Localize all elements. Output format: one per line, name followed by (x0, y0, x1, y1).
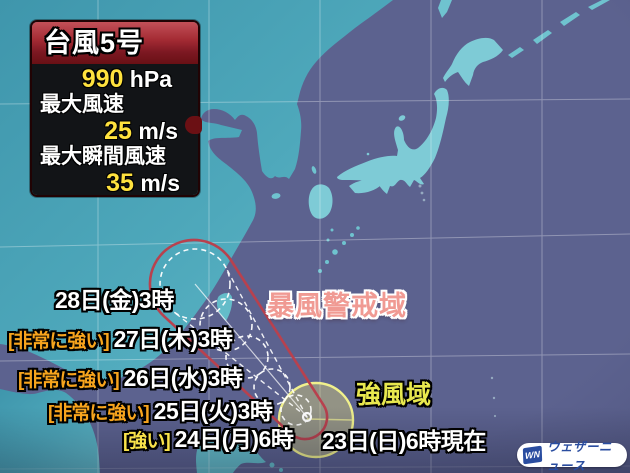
forecast-datetime: 28日(金)3時 (55, 287, 174, 313)
forecast-circle-120h (159, 248, 231, 320)
map-marker-dot (185, 116, 202, 134)
forecast-intensity: [非常に強い] (8, 331, 110, 352)
forecast-circle-72h (225, 335, 269, 379)
oki-island (366, 152, 370, 156)
forecast-circle-96h (199, 298, 253, 352)
typhoon-position-marker (301, 411, 313, 423)
kuril-4 (588, 0, 610, 10)
track-center-line (194, 283, 308, 418)
tsushima-island (311, 166, 317, 174)
max-wind-unit: m/s (131, 118, 178, 144)
forecast-label-26: [非常に強い] 26日(水)3時 (18, 359, 243, 393)
jeju-island (271, 193, 281, 199)
shikoku (349, 179, 381, 194)
storm-warning-area-label: 暴風警戒域 (267, 291, 407, 321)
max-gust-row: 35 m/s (32, 169, 198, 197)
northern-islands (438, 0, 610, 58)
forecast-datetime: 24日(月)6時 (174, 426, 294, 452)
forecast-label-28: 28日(金)3時 (55, 281, 174, 315)
wind-radius-line (306, 418, 353, 421)
forecast-label-24: [強い] 24日(月)6時 (123, 420, 294, 454)
max-gust-label: 最大瞬間風速 (40, 145, 166, 168)
max-wind-row: 25 m/s (32, 118, 198, 144)
forecast-cone-lines (172, 267, 308, 418)
forecast-circle-48h (253, 368, 291, 406)
weathernews-logo-icon: WN (522, 445, 543, 465)
typhoon-stats: 990 hPa 最大風速 25 m/s 最大瞬間風速 35 m/s (32, 64, 198, 197)
hokkaido (443, 37, 503, 86)
forecast-intensity: [非常に強い] (18, 370, 120, 391)
kyushu (308, 184, 333, 219)
japan-islands (308, 37, 503, 219)
typhoon-title: 台風5号 (32, 22, 198, 64)
pressure-value: 990 (81, 65, 124, 93)
sakhalin (438, 0, 452, 18)
kuril-3 (560, 12, 580, 26)
south-china-landmass (0, 389, 100, 473)
forecast-datetime: 25日(火)3時 (153, 398, 273, 424)
sado-island (398, 115, 406, 121)
forecast-datetime: 27日(木)3時 (113, 326, 233, 352)
forecast-intensity: [強い] (123, 431, 171, 452)
kuril-1 (508, 47, 524, 58)
max-wind-label: 最大風速 (40, 93, 124, 116)
forecast-circles (159, 248, 312, 426)
strong-wind-area-label: 強風域 (356, 381, 432, 409)
forecast-datetime: 26日(水)3時 (123, 365, 243, 391)
current-time-label: 23日(日)6時現在 (322, 428, 486, 454)
pressure-row: 990 hPa (32, 66, 198, 92)
forecast-intensity: [非常に強い] (48, 403, 150, 424)
forecast-label-25: [非常に強い] 25日(火)3時 (48, 392, 273, 426)
max-wind-value: 25 (104, 117, 132, 145)
ryukyu-islands (318, 226, 360, 273)
weathernews-logo-text: ウェザーニュース (547, 440, 613, 473)
honshu (337, 87, 449, 194)
forecast-circle-24h (280, 394, 312, 426)
storm-warning-area-outline (148, 238, 329, 441)
philippines-islands (183, 428, 283, 473)
max-gust-value: 35 (106, 169, 134, 197)
forecast-label-27: [非常に強い] 27日(木)3時 (8, 320, 233, 354)
izu-ogasawara-islands (418, 184, 497, 418)
pressure-unit: hPa (123, 66, 172, 92)
weathernews-logo: WN ウェザーニュース (517, 440, 627, 473)
typhoon-info-box: 台風5号 990 hPa 最大風速 25 m/s 最大瞬間風速 35 m/s (30, 20, 200, 197)
max-gust-unit: m/s (133, 170, 180, 196)
kuril-2 (533, 30, 552, 44)
